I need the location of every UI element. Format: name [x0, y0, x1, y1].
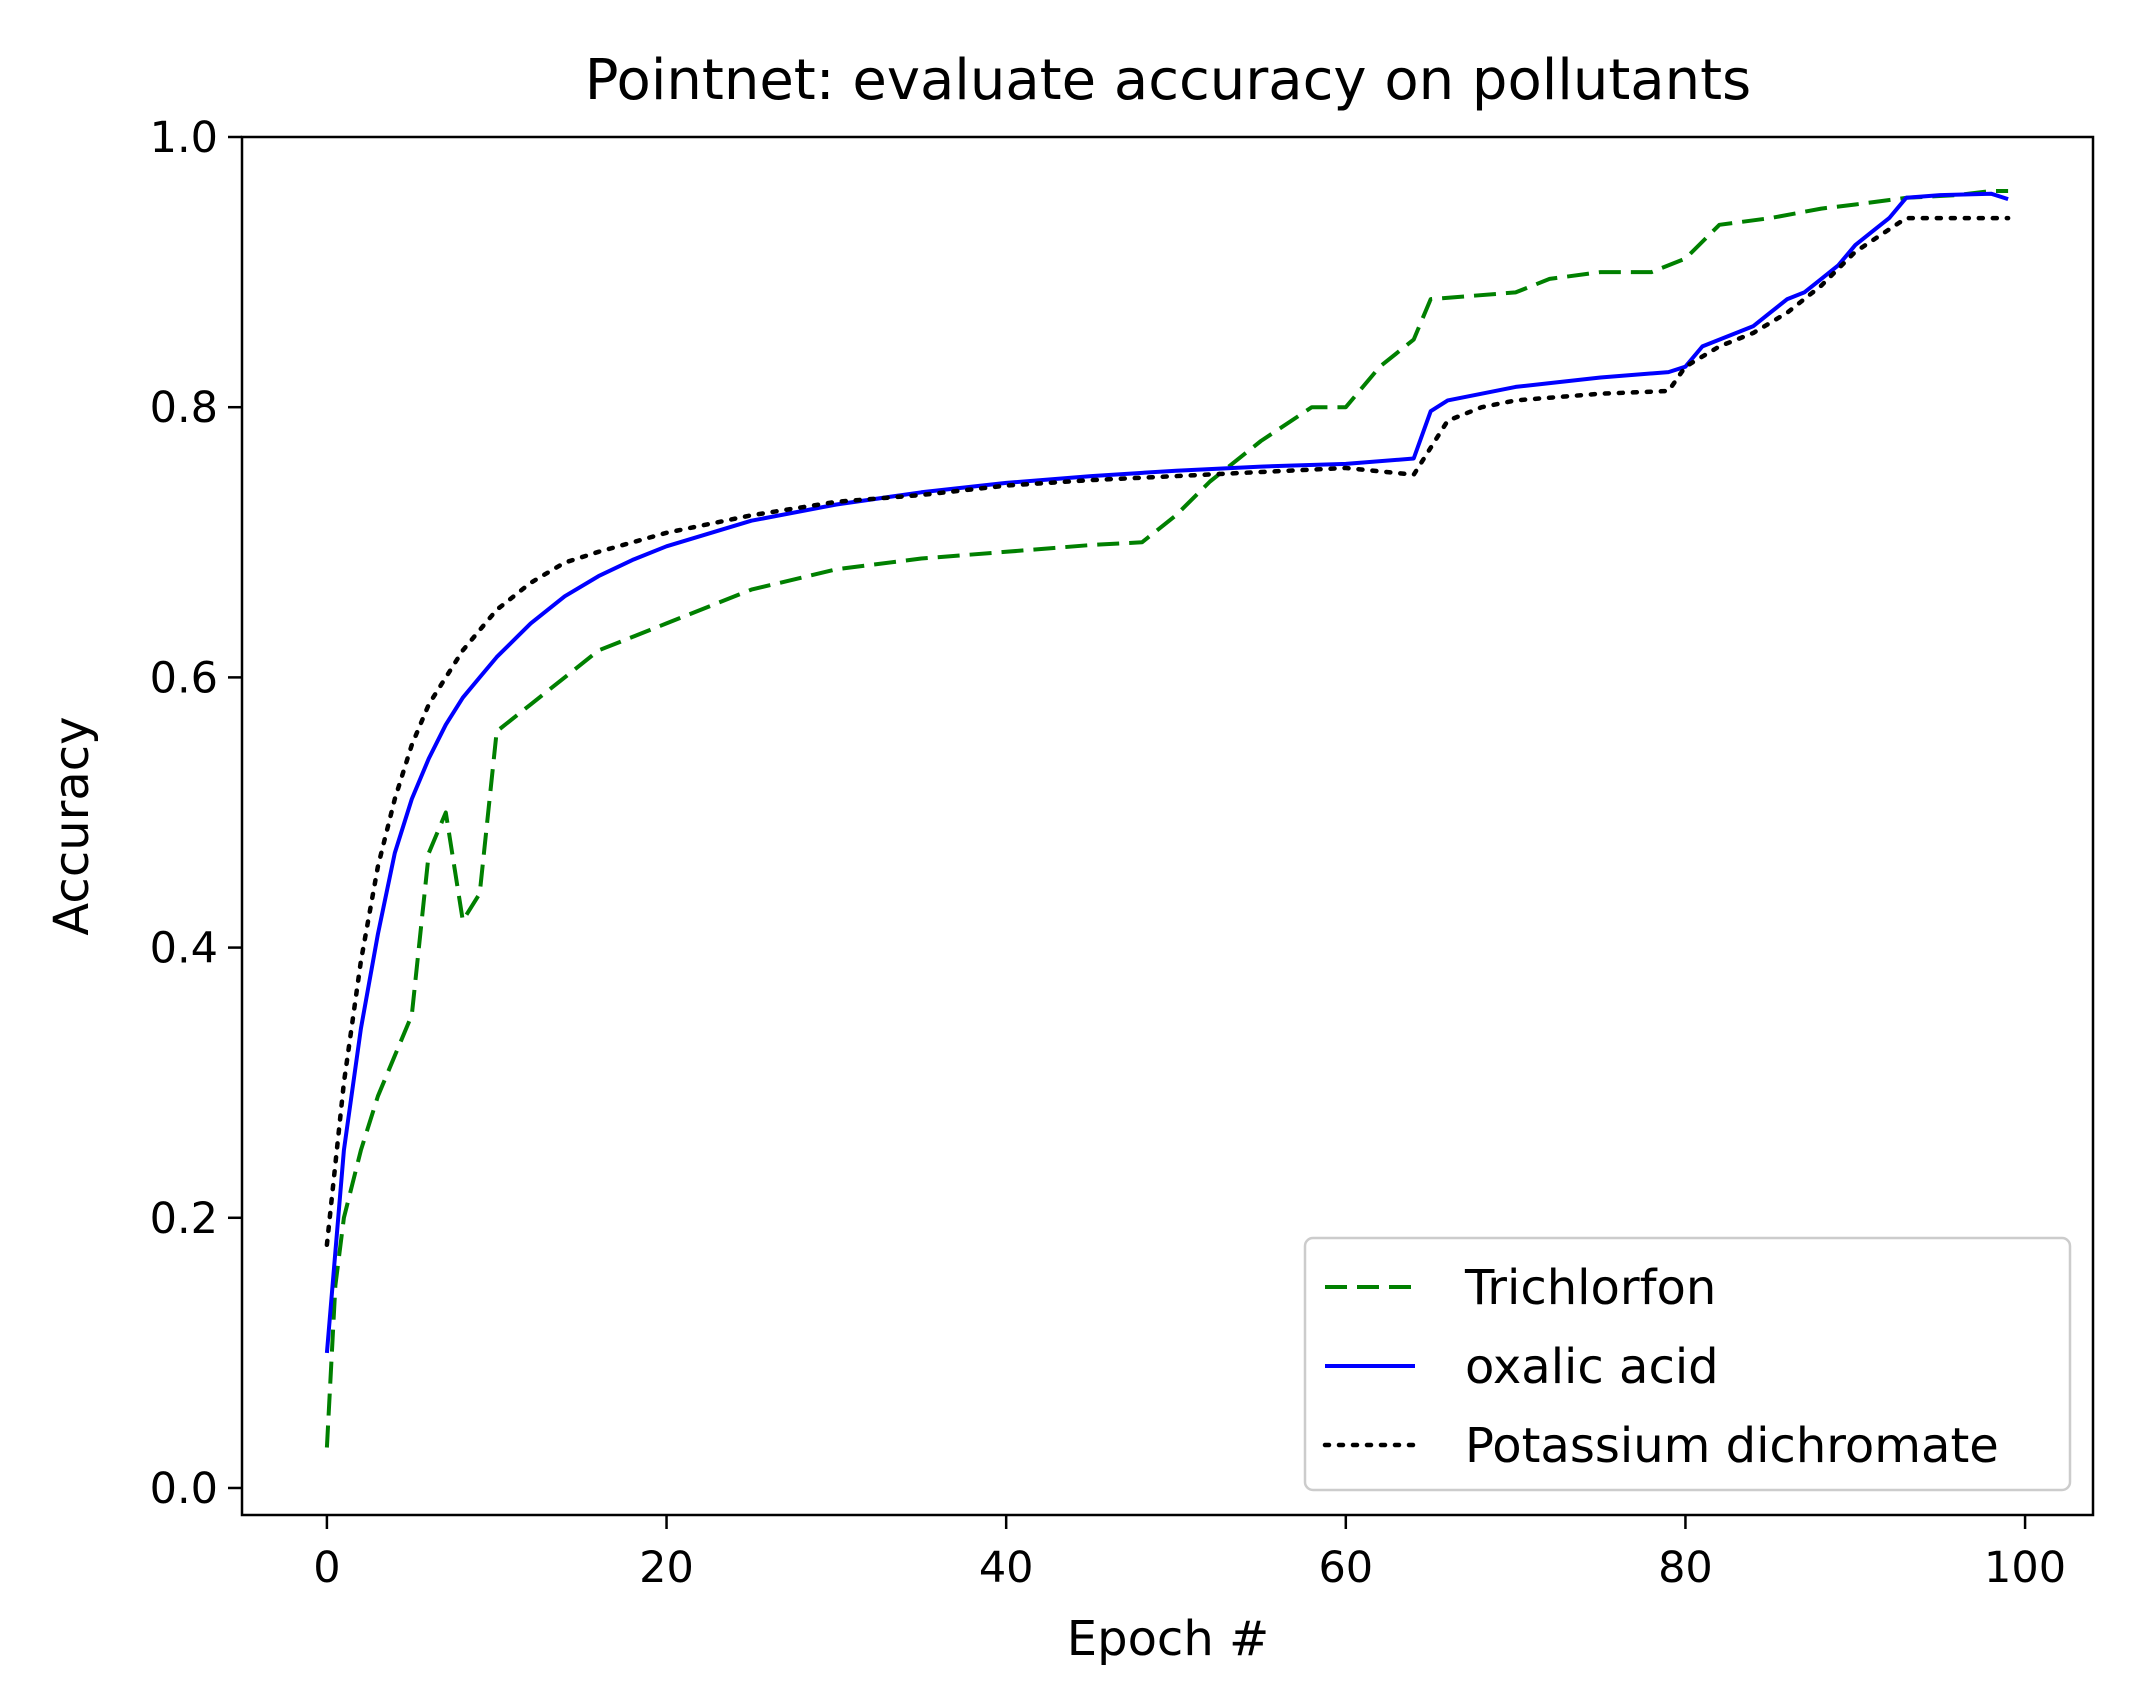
x-tick-label: 100 — [1984, 1543, 2066, 1593]
legend-label: Potassium dichromate — [1465, 1418, 1999, 1474]
plot-area — [240, 135, 2095, 1517]
series-line-trichlorfon — [324, 189, 2009, 1448]
x-tick-label: 0 — [313, 1543, 340, 1593]
y-axis-ticks: 0.0 0.2 0.4 0.6 0.8 1.0 — [150, 113, 242, 1514]
legend: Trichlorfon oxalic acid Potassium dichroma… — [1303, 1236, 2072, 1492]
y-tick-label: 0.8 — [150, 383, 218, 433]
x-tick-label: 40 — [979, 1543, 1034, 1593]
y-axis-label: Accuracy — [44, 716, 100, 935]
chart-title: Pointnet: evaluate accuracy on pollutant… — [585, 48, 1751, 113]
x-tick-label: 60 — [1318, 1543, 1373, 1593]
y-tick-label: 0.6 — [150, 653, 218, 703]
plot-frame — [240, 135, 2095, 1517]
y-tick-label: 0.4 — [150, 924, 218, 974]
x-axis-label: Epoch # — [1067, 1611, 1269, 1667]
legend-label: Trichlorfon — [1464, 1260, 1716, 1316]
x-axis-ticks: 0 20 40 60 80 100 — [313, 1515, 2066, 1593]
y-tick-label: 0.2 — [150, 1194, 218, 1244]
legend-label: oxalic acid — [1465, 1339, 1719, 1395]
legend-box — [1303, 1236, 2072, 1492]
y-tick-label: 1.0 — [150, 113, 218, 163]
x-tick-label: 80 — [1658, 1543, 1713, 1593]
series-layer — [324, 189, 2011, 1448]
series-line-potassium-dichromate — [324, 215, 2011, 1248]
x-tick-label: 20 — [639, 1543, 694, 1593]
series-line-oxalic-acid — [324, 191, 2009, 1354]
y-tick-label: 0.0 — [150, 1464, 218, 1514]
